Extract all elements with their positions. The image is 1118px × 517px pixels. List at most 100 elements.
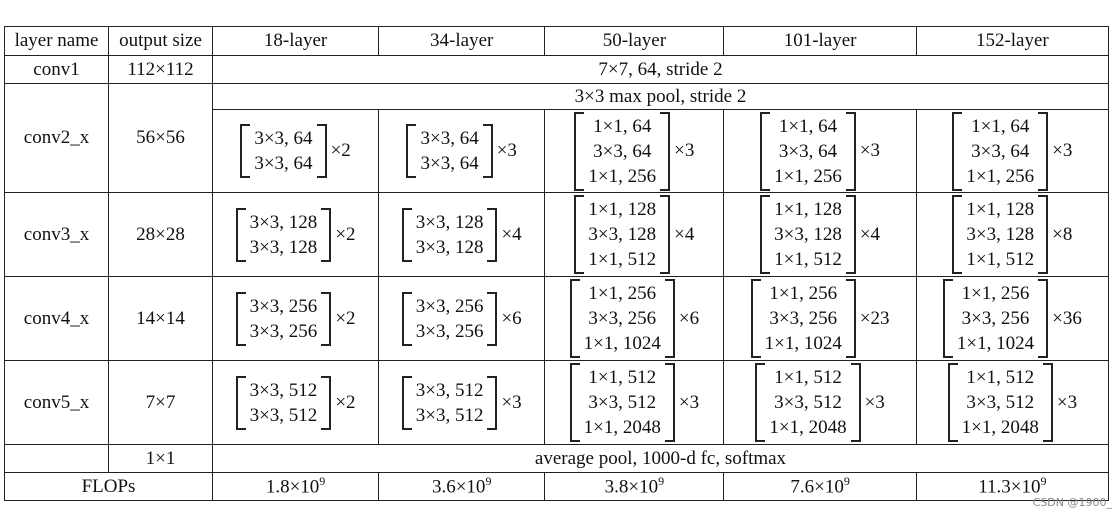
block-repeat-count: ×36 [1052,307,1082,329]
block-layer-spec: 3×3, 512 [249,404,318,426]
header-101-layer: 101-layer [723,26,917,56]
conv4-block-34-layer: 3×3, 256 3×3, 256 ×6 [378,276,546,361]
bracket-group: 1×1, 512 3×3, 512 1×1, 2048 [569,363,675,442]
block-layer-spec: 3×3, 512 [415,404,484,426]
conv2-pool-spec: 3×3 max pool, stride 2 [212,83,1109,110]
bracket-group: 3×3, 512 3×3, 512 [235,375,332,430]
bracket-group: 1×1, 128 3×3, 128 1×1, 512 [760,195,856,274]
conv2-block-18-layer: 3×3, 64 3×3, 64 ×2 [211,109,380,193]
conv5-block-50-layer: 1×1, 512 3×3, 512 1×1, 2048 ×3 [544,360,725,445]
block-matrix: 1×1, 64 3×3, 64 1×1, 256 ×3 [760,111,881,191]
final-spec: average pool, 1000-d fc, softmax [212,444,1109,473]
conv5-block-18-layer: 3×3, 512 3×3, 512 ×2 [211,360,380,445]
block-layer-spec: 1×1, 512 [588,249,657,270]
block-matrix: 1×1, 128 3×3, 128 1×1, 512 ×4 [574,195,694,274]
bracket-group: 1×1, 128 3×3, 128 1×1, 512 [952,195,1049,274]
conv5-block-34-layer: 3×3, 512 3×3, 512 ×3 [378,360,546,445]
conv5-name: conv5_x [4,360,109,445]
block-layer-spec: 3×3, 512 [588,392,657,413]
block-repeat-count: ×6 [678,307,700,329]
block-layer-spec: 1×1, 1024 [956,333,1035,354]
flops-exponent: 9 [658,474,665,489]
conv1-spec: 7×7, 64, stride 2 [212,55,1109,84]
block-layer-spec: 3×3, 256 [769,308,838,329]
flops-34-layer: 3.6×109 [378,472,546,501]
conv1-name: conv1 [4,55,109,84]
block-matrix: 1×1, 64 3×3, 64 1×1, 256 ×3 [952,111,1073,191]
flops-101-layer: 7.6×109 [723,472,917,501]
block-repeat-count: ×3 [496,140,517,161]
bracket-group: 1×1, 64 3×3, 64 1×1, 256 [952,111,1049,191]
block-layer-spec: 1×1, 256 [769,283,838,304]
block-layer-spec: 3×3, 512 [774,392,842,413]
block-layer-spec: 1×1, 256 [588,165,657,187]
bracket-group: 1×1, 256 3×3, 256 1×1, 1024 [750,279,856,358]
block-matrix: 1×1, 256 3×3, 256 1×1, 1024 ×23 [750,279,890,358]
block-layer-spec: 3×3, 64 [778,140,838,162]
block-layer-spec: 1×1, 512 [774,249,842,270]
block-repeat-count: ×4 [859,223,881,245]
block-layer-spec: 3×3, 64 [593,140,652,162]
conv4-block-101-layer: 1×1, 256 3×3, 256 1×1, 1024 ×23 [723,276,917,361]
conv4-name: conv4_x [4,276,109,361]
block-layer-spec: 1×1, 256 [774,165,842,187]
block-layer-spec: 1×1, 256 [966,165,1035,187]
block-layer-spec: 3×3, 512 [966,392,1035,413]
conv3-output-size: 28×28 [108,192,213,277]
block-matrix: 3×3, 512 3×3, 512 ×3 [401,375,522,430]
bracket-group: 1×1, 256 3×3, 256 1×1, 1024 [569,279,675,358]
block-layer-spec: 3×3, 64 [420,153,479,174]
conv2-pool-row: conv2_x 56×56 3×3 max pool, stride 2 [4,83,1109,193]
flops-base: 7.6×10 [790,476,844,498]
block-matrix: 1×1, 128 3×3, 128 1×1, 512 ×8 [952,195,1072,274]
flops-50-layer: 3.8×109 [544,472,725,501]
bracket-group: 1×1, 64 3×3, 64 1×1, 256 [574,111,671,191]
final-row: 1×1 average pool, 1000-d fc, softmax [4,444,1109,473]
block-repeat-count: ×3 [501,391,522,413]
block-repeat-count: ×4 [674,223,695,245]
conv5-block-152-layer: 1×1, 512 3×3, 512 1×1, 2048 ×3 [915,360,1110,445]
block-layer-spec: 3×3, 256 [588,308,657,329]
bracket-group: 3×3, 512 3×3, 512 [401,375,498,430]
header-row: layer name output size 18-layer 34-layer… [4,26,1110,56]
block-layer-spec: 1×1, 512 [966,367,1035,388]
flops-base: 1.8×10 [265,476,320,498]
header-layer-name: layer name [4,26,109,56]
bracket-group: 1×1, 128 3×3, 128 1×1, 512 [574,195,671,274]
block-layer-spec: 1×1, 2048 [583,417,661,438]
flops-base: 3.6×10 [431,476,486,498]
block-matrix: 3×3, 128 3×3, 128 ×4 [401,207,522,262]
conv2-output-size: 56×56 [108,83,213,193]
block-layer-spec: 3×3, 128 [249,236,318,258]
bracket-group: 3×3, 64 3×3, 64 [406,124,493,178]
block-matrix: 1×1, 256 3×3, 256 1×1, 1024 ×6 [569,279,700,358]
flops-exponent: 9 [319,474,326,489]
block-matrix: 1×1, 512 3×3, 512 1×1, 2048 ×3 [569,363,700,442]
conv3-block-101-layer: 1×1, 128 3×3, 128 1×1, 512 ×4 [723,192,917,277]
block-repeat-count: ×3 [859,140,881,161]
header-18-layer: 18-layer [211,26,380,56]
block-matrix: 1×1, 64 3×3, 64 1×1, 256 ×3 [574,111,694,191]
conv4-block-152-layer: 1×1, 256 3×3, 256 1×1, 1024 ×36 [915,276,1110,361]
conv2-block-50-layer: 1×1, 64 3×3, 64 1×1, 256 ×3 [544,109,725,193]
watermark: CSDN @1900_ [1032,496,1112,509]
block-repeat-count: ×2 [335,223,356,245]
block-repeat-count: ×3 [1052,140,1073,161]
block-matrix: 1×1, 512 3×3, 512 1×1, 2048 ×3 [755,363,885,442]
block-repeat-count: ×23 [859,307,890,329]
block-layer-spec: 3×3, 256 [249,320,318,342]
block-layer-spec: 3×3, 128 [415,236,484,258]
final-output-size: 1×1 [108,444,213,473]
block-repeat-count: ×6 [501,307,522,329]
block-layer-spec: 3×3, 64 [971,140,1030,162]
block-repeat-count: ×2 [335,391,356,413]
conv5-block-101-layer: 1×1, 512 3×3, 512 1×1, 2048 ×3 [723,360,917,445]
block-repeat-count: ×3 [678,391,700,413]
flops-18-layer: 1.8×109 [211,472,380,501]
conv4-block-50-layer: 1×1, 256 3×3, 256 1×1, 1024 ×6 [544,276,725,361]
conv2-name: conv2_x [4,83,109,193]
conv5-row: conv5_x 7×7 3×3, 512 3×3, 512 ×2 3×3, 512 3×… [4,360,1110,445]
block-layer-spec: 1×1, 512 [774,367,842,388]
bracket-group: 1×1, 256 3×3, 256 1×1, 1024 [942,279,1049,358]
block-layer-spec: 1×1, 128 [774,199,842,220]
